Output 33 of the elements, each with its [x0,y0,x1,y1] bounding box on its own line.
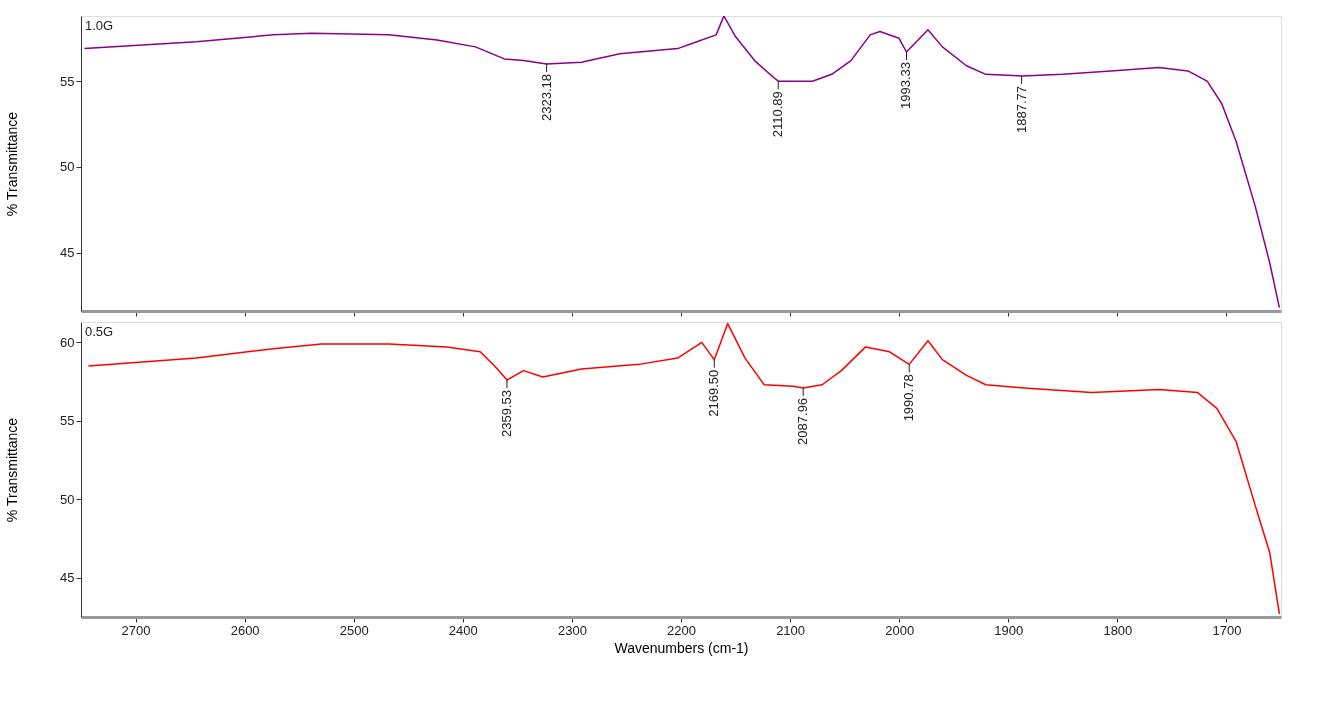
y-tick-label: 60 [60,334,75,350]
y-axis-title: % Transmittance [4,111,21,217]
y-tick-label: 45 [60,245,75,261]
line-series [83,16,1281,309]
y-tick-label: 50 [60,491,75,507]
series-label: 1.0G [85,18,114,33]
x-tick-label: 2300 [557,622,587,638]
x-tick-label: 2000 [885,622,915,638]
y-tick-label: 45 [60,570,75,586]
annotation: 2110.89 [770,91,786,138]
y-axis-title: % Transmittance [4,417,21,523]
annotation: 2359.53 [498,390,514,438]
x-tick-label: 1700 [1212,622,1242,638]
x-tick-label: 2400 [448,622,478,638]
y-tick-label: 50 [60,159,75,175]
x-tick-label: 2100 [776,622,806,638]
x-tick-label: 1800 [1103,622,1133,638]
y-tick-label: 55 [60,73,75,89]
annotation: 2169.50 [706,369,722,417]
series-label: 0.5G [85,324,114,339]
annotation: 1887.77 [1013,86,1029,134]
annotation: 2087.96 [795,397,811,445]
x-tick-label: 2600 [230,622,260,638]
y-tick-label: 55 [60,413,75,429]
annotation: 2323.18 [538,74,554,122]
annotation: 1990.78 [901,374,917,422]
x-tick-label: 2200 [667,622,696,638]
x-tick-label: 2700 [121,622,151,638]
line-series [87,322,1281,615]
x-tick-label: 1900 [994,622,1024,638]
annotation: 1993.33 [898,62,914,110]
x-tick-label: 2500 [339,622,369,638]
x-axis-title: Wavenumbers (cm-1) [614,639,749,656]
